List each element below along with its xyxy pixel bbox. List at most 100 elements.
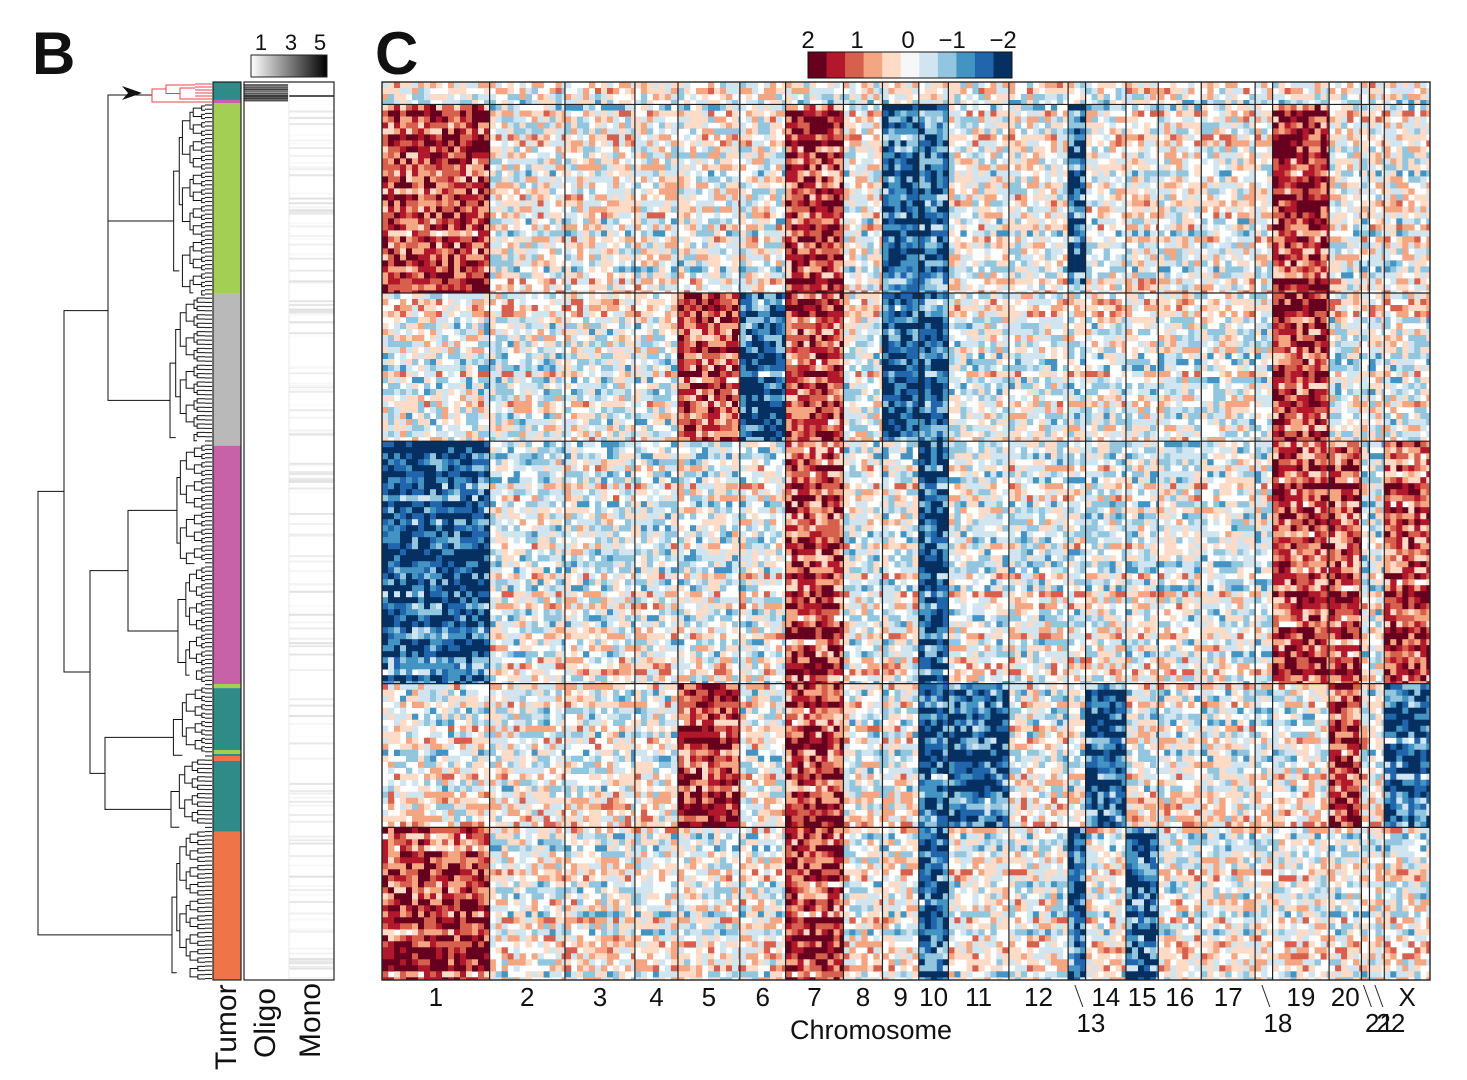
oligo-high-cell: [244, 97, 288, 99]
dendrogram-link: [202, 249, 205, 253]
chromosome-label: 4: [649, 982, 663, 1012]
dendrogram-link: [194, 465, 201, 473]
dendrogram-link: [196, 570, 201, 578]
grey-scale-tick: 1: [255, 30, 267, 55]
dendrogram-link: [202, 471, 205, 475]
dendrogram-link: [198, 941, 205, 945]
chromosome-label: 16: [1165, 982, 1194, 1012]
dendrogram-link: [202, 538, 205, 542]
dendrogram-link: [180, 528, 186, 558]
oligo-high-cell: [244, 84, 288, 86]
dendrogram-link: [152, 89, 195, 102]
dendrogram-link: [190, 642, 197, 659]
oligo-high-cell: [244, 93, 288, 95]
color-scale-swatch: [956, 52, 975, 78]
dendrogram-link: [197, 382, 205, 386]
oligo-track-label: Oligo: [249, 988, 283, 1058]
dendrogram-link: [186, 486, 194, 503]
dendrogram-link: [186, 372, 194, 389]
chromosome-label: 11: [965, 982, 992, 1012]
dendrogram-link: [196, 671, 201, 679]
dendrogram-link: [186, 304, 194, 321]
dendrogram-link: [198, 975, 205, 979]
dendrogram-link: [190, 935, 198, 943]
dendrogram-link: [202, 140, 205, 144]
grey-scale-tick: 5: [314, 30, 326, 55]
dendrogram-link: [193, 125, 201, 133]
dendrogram-link: [202, 505, 205, 509]
dendrogram-link: [198, 768, 205, 772]
dendrogram: [38, 95, 212, 979]
dendrogram-link: [182, 121, 190, 155]
dendrogram-link: [198, 908, 205, 912]
dendrogram-link: [202, 568, 205, 572]
dendrogram-link: [196, 637, 201, 645]
color-scale-swatch: [993, 52, 1012, 78]
dendrogram-link: [198, 785, 205, 789]
dendrogram-link: [197, 365, 205, 369]
dendrogram-link: [192, 779, 197, 787]
dendrogram-link: [108, 221, 174, 400]
dendrogram-link: [193, 175, 201, 183]
dendrogram-link: [202, 602, 205, 606]
tumor-group-group-5: [213, 832, 241, 980]
dendrogram-link: [170, 363, 176, 438]
dendrogram-link: [186, 694, 195, 711]
dendrogram-link: [197, 390, 205, 394]
chromosome-label: 12: [1024, 982, 1053, 1012]
dendrogram-link: [202, 627, 205, 631]
chromosome-label: 17: [1214, 982, 1243, 1012]
dendrogram-link: [90, 571, 128, 774]
dendrogram-link: [202, 148, 205, 152]
dendrogram-link: [202, 224, 205, 228]
dendrogram-link: [202, 266, 205, 270]
dendrogram-link: [192, 813, 197, 821]
dendrogram-link: [38, 491, 172, 935]
dendrogram-link: [186, 728, 195, 745]
dendrogram-link: [190, 574, 197, 591]
mono-track-label: Mono: [294, 983, 328, 1058]
tumor-group-group-1: [213, 100, 241, 293]
dendrogram-link: [186, 452, 194, 469]
dendrogram-link: [202, 257, 205, 261]
dendrogram-link: [202, 274, 205, 278]
dendrogram-link: [202, 652, 205, 656]
dendrogram-link: [202, 713, 205, 717]
dendrogram-link: [193, 142, 201, 150]
color-scale-swatch: [845, 52, 864, 78]
dendrogram-link: [198, 891, 205, 895]
dendrogram-link: [198, 882, 205, 886]
dendrogram-link: [186, 906, 190, 923]
dendrogram-link: [195, 690, 202, 698]
dendrogram-link: [202, 165, 205, 169]
oligo-high-cell: [244, 95, 288, 97]
chromosome-label: 20: [1331, 982, 1360, 1012]
color-scale-swatch: [938, 52, 957, 78]
tumor-stripe: [213, 100, 241, 103]
oligo-high-cell: [244, 86, 288, 88]
dendrogram-link: [190, 834, 198, 842]
dendrogram-link: [176, 330, 181, 397]
dendrogram-link: [196, 587, 201, 595]
dendrogram-link: [64, 311, 108, 672]
dendrogram-link: [202, 198, 205, 202]
outlier-arrow-icon: [122, 86, 142, 100]
dendrogram-link: [202, 730, 205, 734]
tumor-track-label: Tumor: [210, 984, 244, 1070]
dendrogram-link: [196, 654, 201, 662]
dendrogram-link: [198, 916, 205, 920]
color-scale-tick: 1: [850, 27, 863, 54]
dendrogram-link: [198, 760, 205, 764]
dendrogram-link: [179, 775, 184, 809]
dendrogram-link: [202, 635, 205, 639]
dendrogram-link: [194, 515, 201, 523]
chromosome-label: 3: [593, 982, 607, 1012]
dendrogram-link: [202, 232, 205, 236]
dendrogram-link: [202, 156, 205, 160]
dendrogram-link: [202, 522, 205, 526]
dendrogram-link: [197, 298, 205, 302]
dendrogram-link: [198, 866, 205, 870]
dendrogram-link: [186, 553, 194, 564]
dendrogram-link: [202, 291, 205, 295]
dendrogram-link: [202, 705, 205, 709]
